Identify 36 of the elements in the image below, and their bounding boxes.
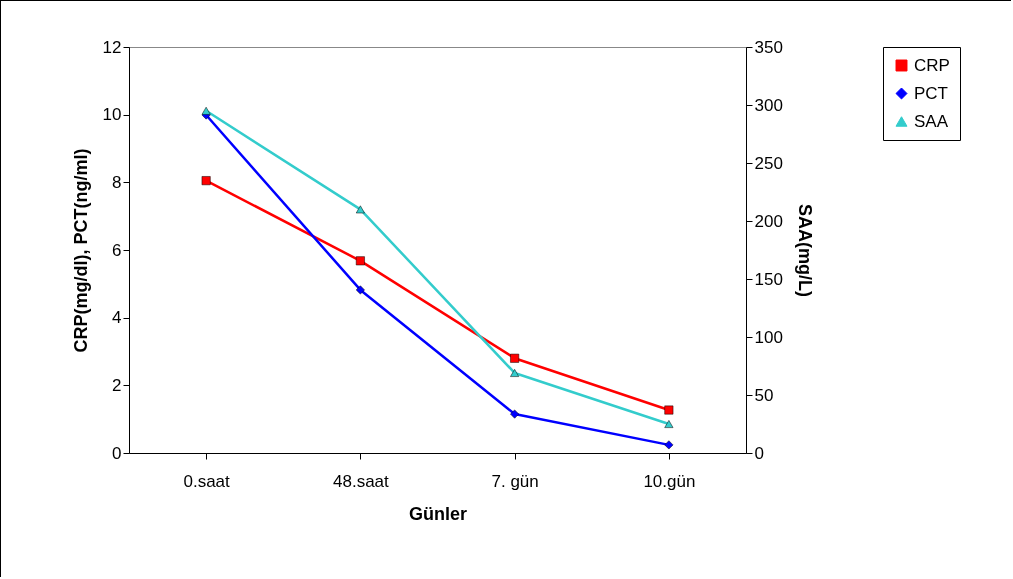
y-tick-label: 6 <box>112 240 122 260</box>
y2-tick-label: 150 <box>754 269 783 289</box>
point <box>510 369 520 377</box>
point <box>510 353 520 363</box>
legend-label: CRP <box>914 55 950 75</box>
y-tick-label: 12 <box>102 37 122 57</box>
legend-label: SAA <box>914 111 949 131</box>
y2-tick-label: 50 <box>754 385 774 405</box>
point <box>664 440 674 450</box>
x-axis-title: Günler <box>408 503 468 524</box>
x-tick-label: 48.saat <box>332 471 390 491</box>
x-tick-label: 10.gün <box>643 471 696 491</box>
y2-tick-label: 0 <box>754 443 764 463</box>
x-tick-label: 0.saat <box>183 471 231 491</box>
point <box>355 285 365 295</box>
point <box>664 405 674 415</box>
y2-tick-label: 350 <box>754 37 783 57</box>
point <box>201 176 211 186</box>
legend-label: PCT <box>914 83 948 103</box>
x-tick-label: 7. gün <box>491 471 539 491</box>
point <box>201 106 211 115</box>
y2-tick-label: 300 <box>754 95 783 115</box>
y-axis-title: CRP(mg/dl), PCT(ng/ml) <box>70 148 91 353</box>
y2-axis-title: SAA(mg/L) <box>794 204 815 297</box>
y-tick-label: 2 <box>112 375 122 395</box>
y-tick-label: 10 <box>102 105 122 125</box>
point <box>355 256 365 266</box>
y-tick-label: 8 <box>112 172 122 192</box>
y-tick-label: 0 <box>112 443 122 463</box>
y-tick-label: 4 <box>112 308 122 328</box>
point <box>510 409 520 419</box>
y2-tick-label: 200 <box>754 211 783 231</box>
point <box>664 420 674 428</box>
point <box>355 205 365 214</box>
y2-tick-label: 250 <box>754 153 783 173</box>
y2-tick-label: 100 <box>754 327 783 347</box>
